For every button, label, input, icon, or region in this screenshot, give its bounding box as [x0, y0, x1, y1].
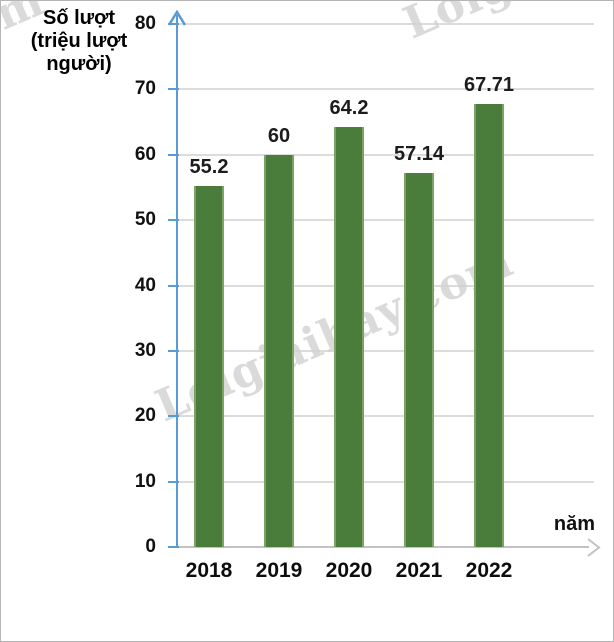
- gridline: [179, 415, 594, 418]
- y-tick-label: 50: [134, 209, 156, 231]
- bar-value-label: 67.71: [463, 74, 515, 97]
- y-tick-mark: [168, 88, 179, 91]
- y-tick-label: 0: [145, 536, 156, 557]
- y-axis-line: [176, 15, 178, 548]
- x-tick-label: 2021: [395, 559, 443, 582]
- y-axis-title: Số lượt (triệu lượt người): [14, 7, 144, 76]
- y-tick-label: 70: [134, 78, 156, 100]
- bar-value-label: 60: [267, 124, 291, 147]
- x-tick-label: 2018: [185, 559, 233, 582]
- bar: [474, 104, 504, 547]
- y-tick-label: 10: [134, 470, 156, 492]
- gridline: [179, 88, 594, 91]
- x-axis-title: năm: [553, 513, 595, 535]
- y-tick-mark: [168, 153, 179, 156]
- y-tick-mark: [168, 546, 179, 548]
- x-axis-line: [177, 546, 589, 548]
- bar-value-label: 55.2: [189, 156, 229, 179]
- x-tick-label: 2022: [465, 559, 513, 582]
- bar-value-label: 57.14: [393, 143, 445, 166]
- x-axis-arrow-icon: [587, 538, 601, 557]
- gridline: [179, 153, 594, 156]
- bar: [264, 154, 294, 547]
- gridline: [179, 284, 594, 287]
- y-tick-label: 40: [134, 274, 156, 296]
- y-tick-mark: [168, 480, 179, 483]
- y-tick-mark: [168, 349, 179, 352]
- gridline: [179, 219, 594, 222]
- y-axis-arrow-icon: [167, 10, 187, 26]
- y-axis-title-line3: người): [46, 53, 112, 75]
- bar: [194, 186, 224, 547]
- bar-value-label: 64.2: [329, 97, 369, 120]
- bar: [334, 127, 364, 547]
- gridline: [179, 480, 594, 483]
- y-tick-mark: [168, 219, 179, 222]
- y-axis-title-line1: Số lượt: [42, 7, 116, 29]
- x-tick-label: 2020: [325, 559, 373, 582]
- y-tick-label: 60: [134, 143, 156, 165]
- y-tick-mark: [168, 415, 179, 418]
- y-tick-mark: [168, 23, 179, 25]
- y-tick-mark: [168, 284, 179, 287]
- gridline: [179, 349, 594, 352]
- y-tick-label: 20: [134, 405, 156, 427]
- y-tick-label: 80: [134, 13, 156, 34]
- gridline: [179, 23, 594, 25]
- y-tick-label: 30: [134, 339, 156, 361]
- x-tick-label: 2019: [255, 559, 303, 582]
- y-axis-title-line2: (triệu lượt: [30, 30, 128, 52]
- bar: [404, 173, 434, 547]
